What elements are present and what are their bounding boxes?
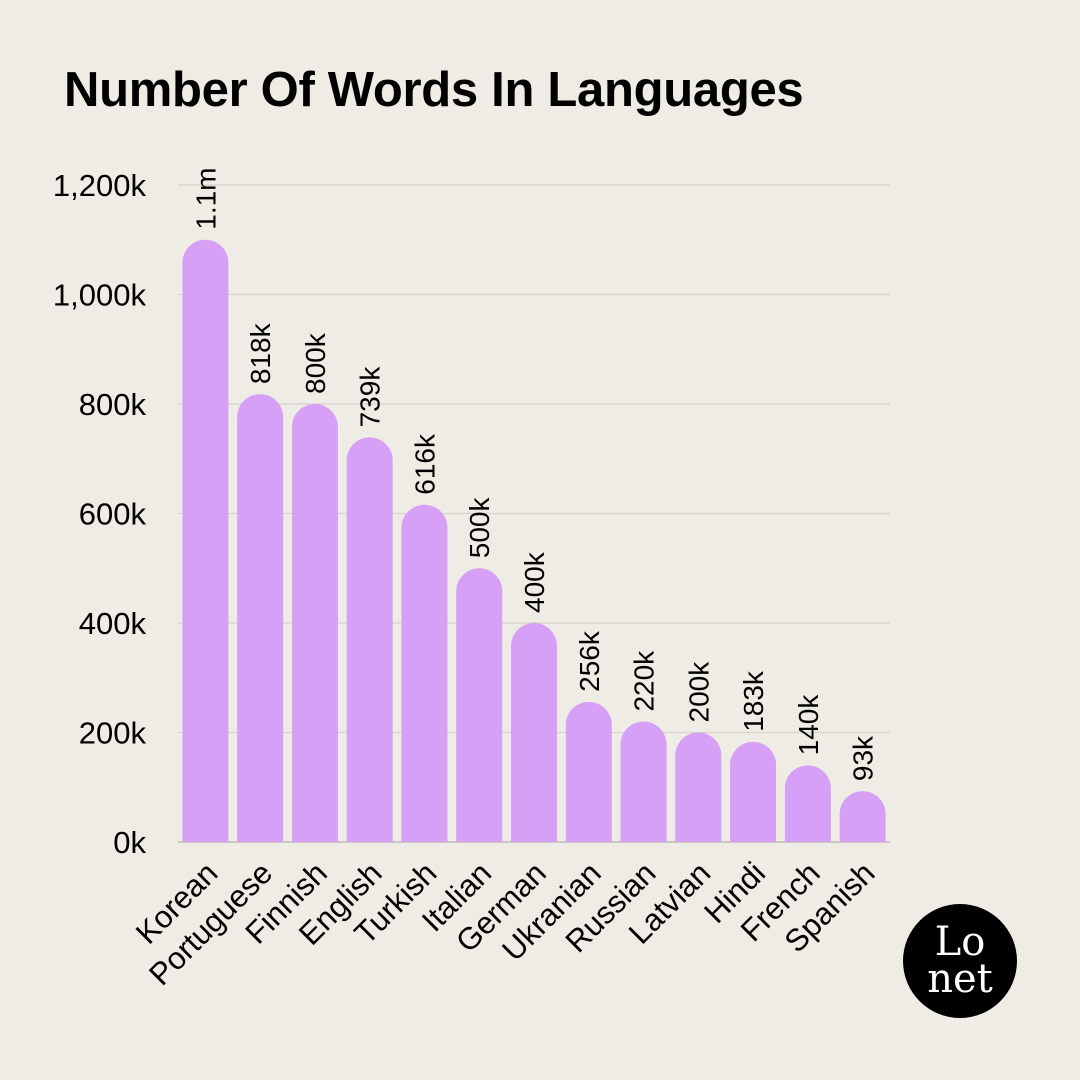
logo-line-2: net — [927, 956, 993, 1002]
bar-spanish — [839, 791, 886, 842]
y-tick-label: 200k — [79, 716, 147, 751]
y-tick-label: 400k — [79, 606, 147, 641]
y-tick-label: 0k — [113, 825, 146, 860]
bar-german — [511, 623, 557, 842]
data-label: 800k — [300, 332, 331, 394]
data-label: 616k — [409, 433, 440, 495]
bar-hindi — [730, 741, 777, 842]
data-label: 200k — [683, 661, 714, 723]
data-label: 1.1m — [190, 168, 221, 230]
data-label: 183k — [738, 670, 769, 732]
bar-latvian — [675, 732, 722, 842]
data-label: 140k — [793, 694, 824, 756]
lonet-logo: Lo net — [903, 904, 1017, 1018]
data-labels: 1.1m 818k 800k 739k 616k 500k 400k 256k 220k 200k… — [190, 168, 878, 782]
chart-title: Number Of Words In Languages — [64, 63, 804, 117]
y-tick-label: 600k — [79, 497, 147, 532]
logo-line-1: Lo — [934, 919, 986, 965]
bars — [182, 239, 886, 842]
data-label: 400k — [519, 551, 550, 613]
y-tick-label: 1,200k — [53, 168, 147, 203]
bar-korean — [182, 239, 229, 842]
bar-turkish — [401, 504, 448, 842]
y-tick-label: 1,000k — [53, 278, 147, 313]
data-label: 818k — [245, 322, 276, 384]
data-label: 220k — [629, 650, 660, 712]
y-tick-label: 800k — [79, 387, 147, 422]
bar-french — [784, 765, 831, 842]
bar-italian — [456, 568, 503, 842]
data-label: 93k — [848, 735, 879, 781]
bar-ukranian — [565, 701, 612, 842]
data-label: 500k — [464, 497, 495, 559]
y-axis-ticks: 0k 200k 400k 600k 800k 1,000k 1,200k — [53, 168, 147, 860]
data-label: 256k — [574, 630, 605, 692]
bar-english — [346, 437, 393, 842]
bar-finnish — [291, 404, 338, 842]
data-label: 739k — [355, 366, 386, 428]
bar-portuguese — [237, 394, 284, 842]
bar-russian — [620, 721, 667, 842]
x-axis-labels: KoreanPortugueseFinnishEnglishTurkishIta… — [129, 855, 882, 992]
